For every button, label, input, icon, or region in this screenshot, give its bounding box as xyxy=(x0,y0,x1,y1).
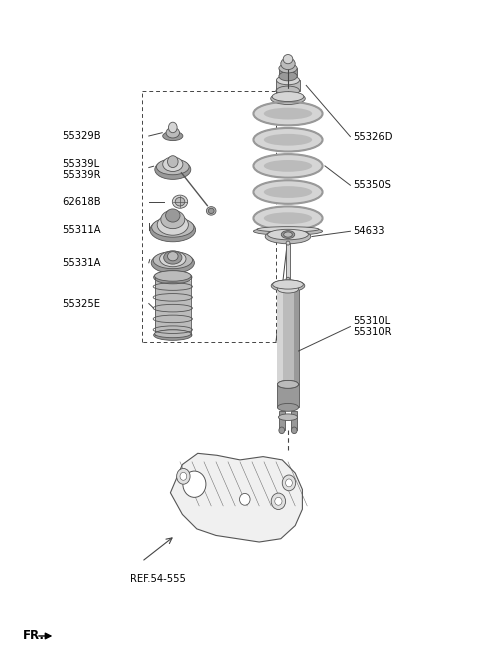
Ellipse shape xyxy=(163,131,183,141)
Ellipse shape xyxy=(240,493,250,505)
Ellipse shape xyxy=(253,154,323,177)
Ellipse shape xyxy=(253,128,323,152)
Bar xyxy=(277,384,299,407)
Text: 55350S: 55350S xyxy=(353,180,391,191)
Bar xyxy=(279,411,285,430)
Ellipse shape xyxy=(155,160,191,179)
Ellipse shape xyxy=(253,102,323,125)
Text: 55325E: 55325E xyxy=(62,298,100,309)
Ellipse shape xyxy=(253,180,323,204)
Ellipse shape xyxy=(253,206,323,230)
Text: FR.: FR. xyxy=(23,629,45,643)
Text: REF.54-555: REF.54-555 xyxy=(130,574,185,585)
Ellipse shape xyxy=(208,208,214,214)
Ellipse shape xyxy=(164,251,182,264)
Ellipse shape xyxy=(271,93,305,104)
Ellipse shape xyxy=(277,403,299,411)
Ellipse shape xyxy=(168,122,177,133)
Ellipse shape xyxy=(291,427,297,434)
Ellipse shape xyxy=(163,157,183,171)
Ellipse shape xyxy=(157,214,188,235)
Ellipse shape xyxy=(277,380,299,388)
Ellipse shape xyxy=(152,217,194,237)
Ellipse shape xyxy=(175,197,185,206)
Ellipse shape xyxy=(168,156,178,168)
Ellipse shape xyxy=(283,55,293,64)
Bar xyxy=(277,289,283,384)
Text: 55339L
55339R: 55339L 55339R xyxy=(62,159,101,180)
Ellipse shape xyxy=(155,271,191,281)
Ellipse shape xyxy=(257,227,319,232)
Ellipse shape xyxy=(284,232,292,237)
Ellipse shape xyxy=(278,414,298,420)
Ellipse shape xyxy=(264,212,312,224)
Bar xyxy=(294,289,299,384)
Ellipse shape xyxy=(276,76,300,85)
Ellipse shape xyxy=(150,218,196,242)
Text: 55331A: 55331A xyxy=(62,258,101,268)
Ellipse shape xyxy=(286,241,290,245)
Ellipse shape xyxy=(279,72,297,81)
Ellipse shape xyxy=(168,252,178,261)
Ellipse shape xyxy=(154,330,192,340)
Ellipse shape xyxy=(272,92,304,102)
Ellipse shape xyxy=(159,251,186,267)
Text: 55326D: 55326D xyxy=(353,131,392,142)
Ellipse shape xyxy=(253,227,323,235)
Ellipse shape xyxy=(281,58,295,70)
Ellipse shape xyxy=(286,277,290,281)
Ellipse shape xyxy=(265,229,311,244)
Ellipse shape xyxy=(177,468,190,484)
Ellipse shape xyxy=(286,479,292,487)
Ellipse shape xyxy=(264,108,312,120)
Ellipse shape xyxy=(279,64,297,73)
Ellipse shape xyxy=(268,229,308,240)
Text: 55329B: 55329B xyxy=(62,131,101,141)
Ellipse shape xyxy=(156,159,189,175)
Ellipse shape xyxy=(281,231,295,238)
Ellipse shape xyxy=(206,207,216,215)
Ellipse shape xyxy=(161,210,185,229)
Ellipse shape xyxy=(172,195,188,208)
Bar xyxy=(279,68,297,76)
Bar xyxy=(291,411,297,430)
Ellipse shape xyxy=(180,472,187,480)
Ellipse shape xyxy=(277,285,299,293)
Bar xyxy=(155,281,191,335)
Ellipse shape xyxy=(151,252,194,273)
Bar xyxy=(286,243,290,279)
Ellipse shape xyxy=(279,427,285,434)
Ellipse shape xyxy=(275,497,282,505)
Polygon shape xyxy=(170,453,302,542)
Ellipse shape xyxy=(271,493,286,510)
Ellipse shape xyxy=(273,280,303,289)
Ellipse shape xyxy=(166,127,180,138)
Text: 62618B: 62618B xyxy=(62,196,101,207)
Ellipse shape xyxy=(277,380,299,388)
Ellipse shape xyxy=(166,209,180,222)
Bar xyxy=(276,80,300,91)
Ellipse shape xyxy=(183,471,206,497)
Text: 55310L
55310R: 55310L 55310R xyxy=(353,316,391,337)
Ellipse shape xyxy=(155,330,191,338)
Ellipse shape xyxy=(271,280,305,292)
Ellipse shape xyxy=(264,186,312,198)
Ellipse shape xyxy=(282,475,296,491)
Ellipse shape xyxy=(276,86,300,95)
Text: 54633: 54633 xyxy=(353,226,384,237)
Ellipse shape xyxy=(264,160,312,171)
Bar xyxy=(277,289,299,384)
Ellipse shape xyxy=(154,271,192,284)
Ellipse shape xyxy=(264,134,312,146)
Ellipse shape xyxy=(153,252,192,269)
Text: 55311A: 55311A xyxy=(62,225,101,235)
